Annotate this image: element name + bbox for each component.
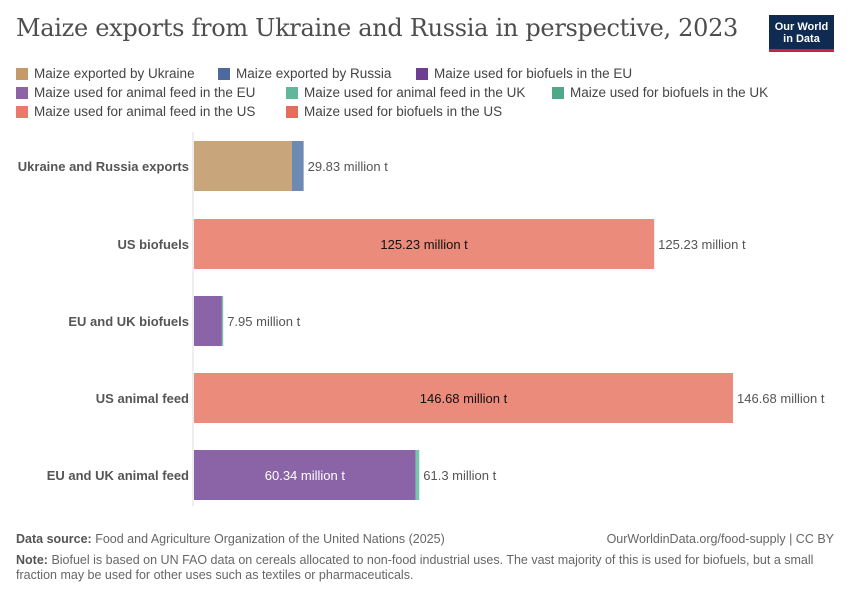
category-label: US animal feed <box>96 391 189 406</box>
legend-swatch <box>286 105 298 118</box>
legend-swatch <box>16 67 28 80</box>
chart-title: Maize exports from Ukraine and Russia in… <box>16 14 739 42</box>
legend-swatch <box>16 86 28 99</box>
legend-item[interactable]: Maize used for animal feed in the US <box>16 104 255 119</box>
bar-segment <box>415 450 420 500</box>
legend-label: Maize exported by Ukraine <box>34 66 195 81</box>
total-label: 7.95 million t <box>227 314 300 329</box>
bar-segment <box>194 450 416 500</box>
data-source: Data source: Food and Agriculture Organi… <box>16 532 445 546</box>
category-label: EU and UK biofuels <box>68 314 189 329</box>
legend-item[interactable]: Maize used for animal feed in the UK <box>286 85 525 100</box>
bar-segment <box>221 296 224 346</box>
bar-segment <box>194 296 222 346</box>
category-label: EU and UK animal feed <box>47 468 189 483</box>
legend-label: Maize exported by Russia <box>236 66 392 81</box>
legend-item[interactable]: Maize exported by Ukraine <box>16 66 195 81</box>
legend-label: Maize used for animal feed in the US <box>34 104 256 119</box>
owid-logo[interactable]: Our World in Data <box>769 15 834 52</box>
legend-item[interactable]: Maize exported by Russia <box>218 66 391 81</box>
bar-segment <box>194 373 733 423</box>
legend-swatch <box>218 67 230 80</box>
legend-label: Maize used for biofuels in the US <box>304 104 503 119</box>
legend-label: Maize used for animal feed in the EU <box>34 85 256 100</box>
category-label: Ukraine and Russia exports <box>18 159 189 174</box>
legend-swatch <box>16 105 28 118</box>
legend-label: Maize used for biofuels in the EU <box>434 66 633 81</box>
inner-value-label: 125.23 million t <box>380 237 468 252</box>
category-label: US biofuels <box>117 237 189 252</box>
total-label: 146.68 million t <box>737 391 825 406</box>
bar-segment <box>194 219 655 269</box>
note: Note: Biofuel is based on UN FAO data on… <box>16 553 814 582</box>
legend-swatch <box>286 86 298 99</box>
legend-item[interactable]: Maize used for biofuels in the UK <box>552 85 768 100</box>
legend-swatch <box>416 67 428 80</box>
source-url[interactable]: OurWorldinData.org/food-supply | CC BY <box>606 532 834 546</box>
legend-item[interactable]: Maize used for biofuels in the US <box>286 104 502 119</box>
legend-item[interactable]: Maize used for animal feed in the EU <box>16 85 255 100</box>
inner-value-label: 60.34 million t <box>265 468 346 483</box>
legend-label: Maize used for biofuels in the UK <box>570 85 769 100</box>
bar-segment <box>194 141 292 191</box>
chart: Ukraine and Russia exports 29.83 million … <box>18 132 825 506</box>
legend-label: Maize used for animal feed in the UK <box>304 85 526 100</box>
total-label: 61.3 million t <box>423 468 496 483</box>
bar-segment <box>291 141 304 191</box>
total-label: 125.23 million t <box>658 237 746 252</box>
legend-swatch <box>552 86 564 99</box>
total-label: 29.83 million t <box>308 159 389 174</box>
inner-value-label: 146.68 million t <box>420 391 508 406</box>
legend-item[interactable]: Maize used for biofuels in the EU <box>416 66 632 81</box>
